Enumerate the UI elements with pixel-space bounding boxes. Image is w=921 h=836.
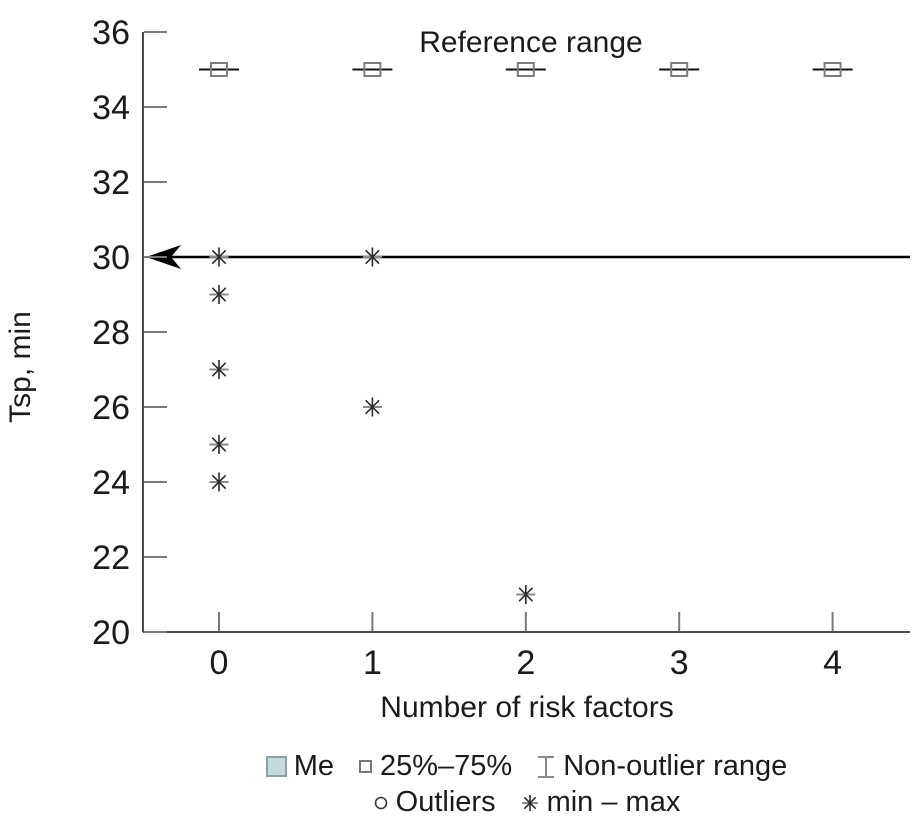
x-tick-label: 0 xyxy=(210,644,229,682)
y-tick-label: 30 xyxy=(92,239,130,277)
quartile-box-icon xyxy=(358,759,373,774)
y-tick-label: 26 xyxy=(92,389,130,427)
legend-label-minmax: min – max xyxy=(546,786,681,818)
quartile-box-marker xyxy=(199,62,239,77)
plot-area: Reference range Tsp, min Number of risk … xyxy=(4,14,910,724)
legend: Me 25%–75% Non-outlier range xyxy=(143,750,910,819)
legend-asterisk-glyph xyxy=(521,794,538,811)
x-axis-title: Number of risk factors xyxy=(380,691,673,724)
legend-label-non-outlier: Non-outlier range xyxy=(563,750,788,782)
median-swatch-icon xyxy=(265,756,287,777)
legend-item-outliers: Outliers xyxy=(373,786,496,819)
reference-range-arrow xyxy=(146,245,910,269)
y-tick-label: 24 xyxy=(92,464,130,502)
y-axis-title: Tsp, min xyxy=(4,311,37,423)
error-bar-icon xyxy=(536,754,556,780)
min-max-marker xyxy=(209,360,229,379)
y-tick-label: 22 xyxy=(92,539,130,577)
x-tick-label: 2 xyxy=(516,644,535,682)
legend-label-outliers: Outliers xyxy=(395,786,496,818)
outlier-circle-icon xyxy=(373,795,389,811)
min-max-asterisk-icon xyxy=(520,793,540,813)
legend-row-1: Me 25%–75% Non-outlier range xyxy=(265,750,787,783)
quartile-box-marker xyxy=(659,62,700,77)
quartile-box-marker xyxy=(505,62,546,77)
min-max-marker xyxy=(209,435,229,454)
legend-item-non-outlier: Non-outlier range xyxy=(536,750,787,783)
legend-item-minmax: min – max xyxy=(520,786,681,819)
y-tick-label: 20 xyxy=(92,614,130,652)
legend-row-2: Outliers min – max xyxy=(373,786,681,819)
x-tick-label: 1 xyxy=(363,644,382,682)
quartile-box-marker xyxy=(352,62,393,77)
chart-title: Reference range xyxy=(419,26,642,59)
y-tick-label: 34 xyxy=(92,89,130,127)
y-tick-label: 32 xyxy=(92,164,130,202)
x-tick-label: 3 xyxy=(670,644,689,682)
legend-item-me: Me xyxy=(265,750,334,783)
legend-label-me: Me xyxy=(293,750,334,782)
min-max-marker xyxy=(209,285,229,304)
min-max-marker xyxy=(209,247,229,267)
x-tick-label: 4 xyxy=(823,644,842,682)
min-max-marker xyxy=(362,247,382,267)
min-max-marker xyxy=(362,397,382,417)
y-tick-label: 36 xyxy=(92,14,130,52)
min-max-marker xyxy=(516,585,536,604)
min-max-marker xyxy=(209,472,229,492)
y-tick-label: 28 xyxy=(92,314,130,352)
legend-item-quartiles: 25%–75% xyxy=(358,750,512,783)
quartile-box-marker xyxy=(812,62,853,77)
legend-label-quartiles: 25%–75% xyxy=(380,750,513,782)
